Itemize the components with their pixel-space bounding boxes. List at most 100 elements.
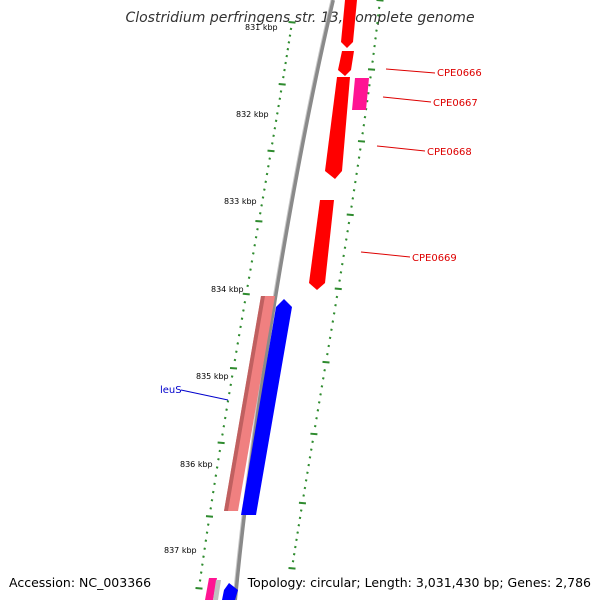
gene-arrow-bottom-grey[interactable] (213, 580, 221, 600)
inner-tick-minor (279, 90, 283, 93)
outer-tick-minor (346, 229, 349, 233)
inner-tick-minor (235, 350, 238, 353)
inner-tick-major (229, 366, 238, 370)
leader-line-cpe0669 (360, 251, 411, 258)
inner-tick-minor (201, 563, 204, 566)
gene-label-cpe0669[interactable]: CPE0669 (412, 253, 457, 264)
inner-tick-minor (272, 134, 275, 138)
inner-tick-minor (202, 555, 205, 558)
inner-tick-minor (225, 408, 228, 411)
inner-tick-minor (242, 309, 245, 312)
gene-arrow-cpe0667-alt[interactable] (352, 78, 369, 110)
outer-tick-minor (374, 37, 377, 40)
outer-tick-minor (356, 164, 360, 167)
inner-tick-minor (229, 383, 233, 387)
outer-tick-minor (367, 91, 370, 95)
outer-tick-minor (375, 29, 378, 32)
gene-arrow-cpe0666[interactable] (338, 51, 354, 76)
inner-tick-minor (264, 180, 267, 184)
outer-tick-minor (306, 471, 309, 475)
inner-tick-minor (240, 317, 244, 320)
outer-tick-minor (323, 369, 326, 372)
gene-label-cpe0668[interactable]: CPE0668 (427, 147, 472, 158)
outer-tick-minor (334, 303, 337, 307)
outer-tick-minor (296, 531, 299, 534)
inner-tick-minor (287, 41, 291, 44)
outer-tick-minor (343, 246, 347, 249)
inner-tick-minor (236, 342, 240, 345)
inner-tick-minor (214, 474, 218, 477)
inner-tick-major (288, 21, 296, 24)
inner-tick-minor (213, 482, 216, 486)
inner-tick-minor (223, 416, 227, 420)
inner-tick-minor (276, 112, 279, 115)
gene-arrow-cpe0669[interactable] (309, 200, 334, 290)
outer-tick-major (367, 68, 376, 71)
inner-tick-major (278, 82, 286, 86)
inner-tick-minor (288, 34, 292, 37)
outer-tick-minor (361, 132, 364, 135)
inner-tick-minor (206, 523, 210, 526)
inner-tick-major (217, 441, 225, 445)
gene-arrow-leus[interactable] (241, 299, 292, 515)
outer-tick-minor (335, 295, 339, 299)
inner-tick-minor (284, 61, 287, 65)
outer-tick-major (298, 501, 307, 505)
outer-tick-minor (291, 560, 295, 563)
outer-tick-major (334, 287, 342, 291)
outer-tick-minor (292, 552, 296, 556)
gene-label-cpe0666[interactable]: CPE0666 (437, 68, 482, 79)
inner-tick-minor (218, 449, 222, 453)
map-title: Clostridium perfringens str. 13, complet… (125, 10, 475, 26)
inner-tick-minor (263, 188, 266, 191)
outer-tick-minor (376, 14, 380, 17)
inner-tick-minor (273, 127, 277, 130)
inner-tick-minor (278, 97, 282, 100)
outer-tick-minor (354, 180, 357, 184)
inner-tick-minor (205, 531, 209, 534)
outer-tick-minor (342, 254, 345, 258)
inner-tick-minor (267, 165, 270, 168)
outer-tick-minor (372, 52, 375, 56)
outer-tick-minor (319, 393, 322, 396)
inner-tick-minor (226, 400, 230, 403)
outer-tick-minor (352, 188, 356, 192)
inner-tick-minor (250, 260, 254, 263)
gene-label-cpe0667[interactable]: CPE0667 (433, 98, 478, 109)
outer-tick-minor (347, 221, 351, 225)
inner-tick-minor (199, 571, 203, 574)
inner-tick-minor (210, 498, 214, 502)
kbp-label-834: 834 kbp (211, 285, 244, 294)
outer-tick-minor (362, 123, 366, 127)
outer-tick-minor (313, 424, 317, 428)
inner-tick-minor (217, 457, 220, 461)
gene-arrow-cpe0665[interactable] (341, 0, 357, 48)
inner-tick-minor (222, 424, 226, 428)
inner-tick-minor (252, 252, 255, 255)
outer-tick-minor (358, 148, 362, 151)
outer-tick-minor (338, 279, 341, 282)
gene-arrow-cpe0667[interactable] (325, 77, 350, 179)
inner-tick-minor (260, 204, 263, 207)
gene-label-leus[interactable]: leuS (160, 385, 182, 396)
outer-tick-minor (311, 440, 314, 444)
inner-tick-minor (209, 507, 213, 510)
gene-arrow-bottom-blue[interactable] (222, 583, 238, 600)
outer-tick-minor (303, 486, 307, 490)
outer-tick-minor (351, 197, 355, 200)
rna-feature-leus-shadow[interactable] (224, 296, 265, 511)
inner-tick-minor (282, 75, 285, 79)
inner-tick-minor (271, 142, 274, 145)
leader-line-cpe0667 (382, 96, 432, 103)
inner-tick-minor (247, 276, 251, 279)
inner-tick-minor (233, 358, 237, 362)
inner-tick-major (195, 587, 203, 590)
inner-tick-minor (261, 196, 265, 199)
inner-tick-minor (203, 547, 206, 550)
inner-tick-minor (237, 333, 241, 337)
leader-line-cpe0666 (385, 68, 436, 74)
outer-tick-minor (371, 60, 374, 63)
outer-tick-track (288, 0, 384, 570)
outer-tick-minor (304, 479, 308, 482)
